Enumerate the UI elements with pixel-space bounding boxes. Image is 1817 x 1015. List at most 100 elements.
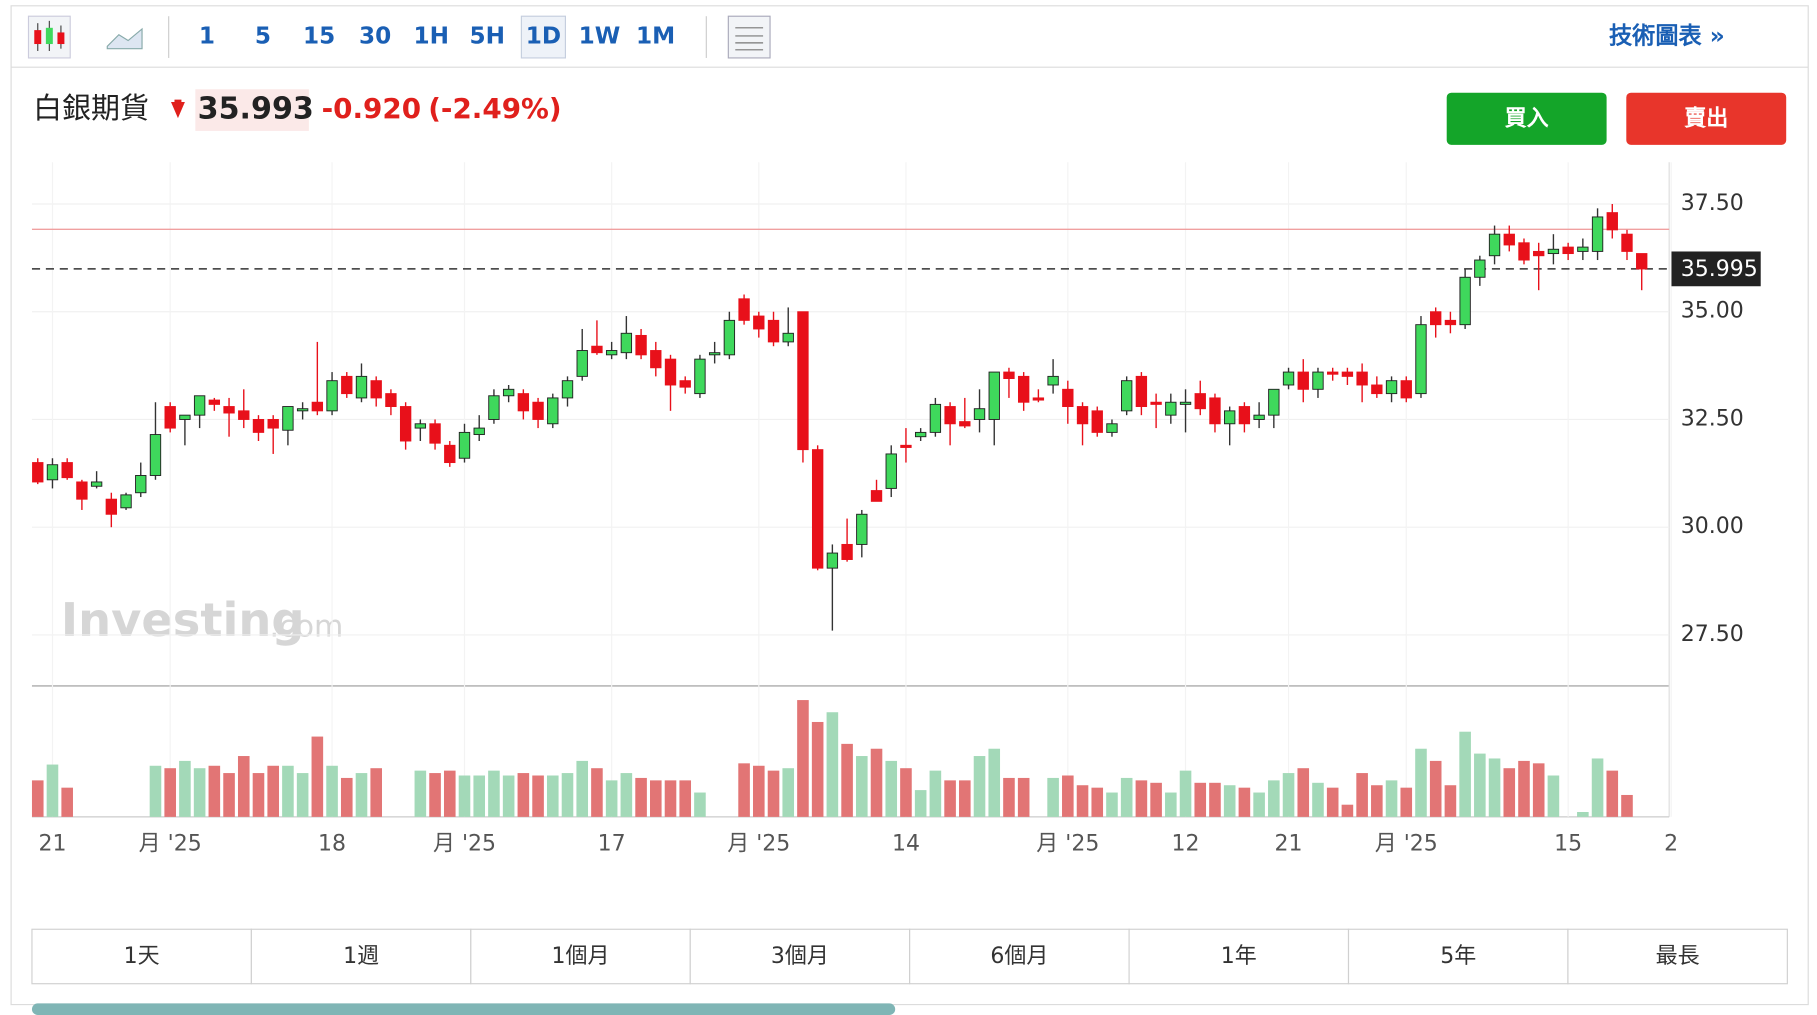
volume-bar (31, 780, 44, 817)
buy-button[interactable] (1446, 92, 1607, 145)
volume-bar (1047, 777, 1059, 817)
volume-bar (1253, 792, 1265, 817)
range-button[interactable] (909, 928, 1130, 985)
candle-body (1606, 212, 1618, 231)
candle-body (193, 395, 206, 416)
scrollbar[interactable] (31, 1003, 896, 1015)
volume-bar (1150, 782, 1162, 817)
candle-body (547, 397, 559, 425)
volume-bar (1518, 760, 1530, 817)
range-label: 3個月 (771, 944, 829, 969)
sell-button[interactable] (1626, 92, 1787, 145)
candle-body (1194, 393, 1206, 410)
volume-bar (355, 773, 368, 817)
volume-bar (1577, 812, 1589, 817)
candle-body (46, 464, 59, 481)
interval[interactable]: 5 (255, 23, 271, 50)
volume-bar (797, 700, 809, 817)
volume-bar (900, 768, 912, 817)
volume-bar (679, 780, 692, 817)
volume-bar (870, 748, 883, 817)
volume-bar (605, 780, 618, 817)
volume-bar (443, 770, 456, 817)
interval[interactable]: 1W (579, 23, 621, 50)
watermark: Investing (61, 593, 305, 647)
candle-body (311, 401, 324, 412)
candle-icon-body (45, 27, 53, 45)
area-icon[interactable] (106, 27, 143, 50)
volume-bar (914, 790, 927, 817)
volume-bar (1591, 758, 1604, 817)
volume-bar (1268, 780, 1280, 817)
candle-body (1253, 414, 1265, 420)
range-label: 最長 (1656, 944, 1700, 969)
candle-body (473, 427, 485, 436)
price: 35.993 (198, 92, 314, 127)
candle-body (1282, 371, 1295, 386)
candle-body (620, 332, 633, 354)
range-button[interactable] (1347, 928, 1569, 985)
volume-bar (237, 756, 250, 817)
volume-bar (488, 770, 500, 817)
candle-body (1135, 375, 1148, 408)
range-button[interactable] (31, 928, 252, 985)
candle-body (488, 395, 500, 420)
candle-body (856, 513, 868, 545)
interval[interactable]: 5H (470, 23, 506, 50)
interval[interactable]: 30 (359, 23, 391, 50)
technical-chart-link[interactable]: 技術圖表 » (1609, 23, 1725, 50)
volume-bar (1606, 770, 1619, 817)
volume-bar (1106, 792, 1118, 817)
volume-bar (753, 765, 765, 817)
volume-bar (1003, 777, 1015, 817)
volume-bar (694, 792, 706, 817)
candle-body (208, 399, 221, 405)
range-label: 1年 (1221, 944, 1257, 969)
volume-bar (664, 780, 677, 817)
candle-body (1444, 319, 1457, 326)
layout-icon[interactable] (727, 15, 771, 59)
candle-body (1518, 242, 1530, 261)
candle-body (1091, 410, 1103, 433)
interval[interactable]: 15 (303, 23, 335, 50)
volume-bar (1062, 775, 1074, 817)
range-label: 1個月 (552, 944, 610, 969)
interval[interactable]: 1D (526, 23, 561, 50)
candle-body (708, 352, 721, 356)
volume-bar (1135, 780, 1148, 817)
candle-body (929, 403, 942, 433)
interval[interactable]: 1M (636, 23, 675, 50)
candle-body (1533, 250, 1545, 257)
candle-body (238, 410, 250, 420)
volume-bar (1444, 785, 1457, 817)
volume-bar (532, 775, 544, 817)
range-button[interactable] (250, 928, 472, 985)
layout-icon-glyph (735, 27, 764, 51)
x-tick-label: 12 (1172, 832, 1200, 857)
range-label: 6個月 (990, 944, 1048, 969)
y-tick-label: 27.50 (1681, 622, 1744, 647)
range-button[interactable] (1128, 928, 1350, 985)
candle-body (679, 380, 691, 388)
range-button[interactable] (689, 928, 911, 985)
candle-body (61, 462, 73, 479)
x-tick-label: 15 (1554, 832, 1582, 857)
volume-bar (1297, 768, 1310, 817)
volume-bar (885, 760, 898, 817)
candle-body (223, 406, 235, 414)
candle-body (135, 475, 147, 494)
y-tick-label: 37.50 (1681, 191, 1744, 216)
range-button[interactable] (1567, 928, 1788, 985)
interval[interactable]: 1 (199, 23, 215, 50)
volume-bar (826, 712, 839, 817)
candle-body (694, 358, 706, 395)
candle-body (32, 462, 44, 483)
volume-bar (1356, 773, 1368, 817)
volume-bar (1429, 760, 1442, 817)
volume-bar (370, 768, 382, 817)
volume-bar (193, 768, 206, 817)
volume-bar (296, 773, 309, 817)
candle-body (1076, 406, 1089, 425)
x-tick-label: 21 (38, 832, 66, 857)
interval[interactable]: 1H (413, 23, 449, 50)
